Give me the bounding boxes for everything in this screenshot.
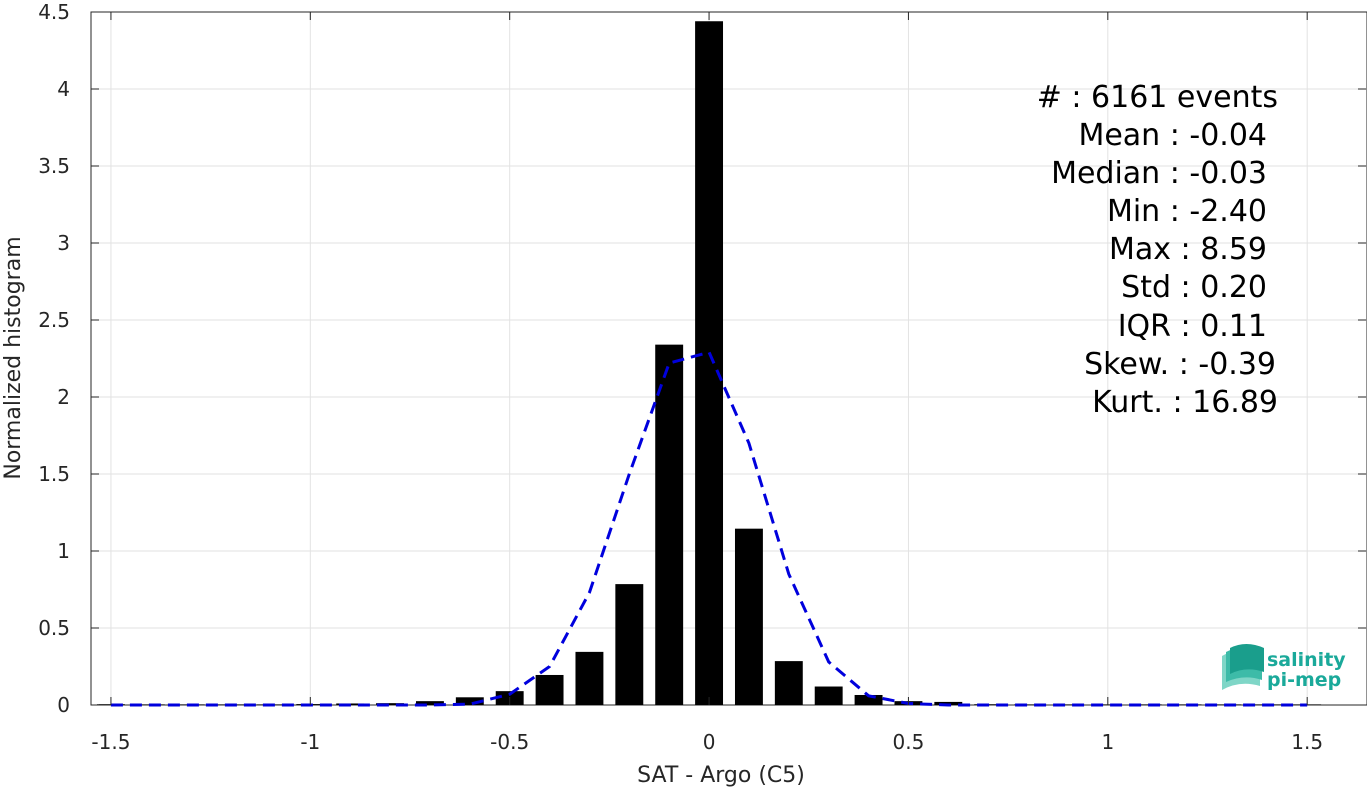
wave-logo-icon [1222,644,1264,690]
x-tick-label: 1.5 [1291,730,1323,754]
fit-curve-line [110,350,1308,707]
histogram-bar [455,697,484,705]
axis-ticks: -1.5 -1 -0.5 0 0.5 1 1.5 0 0.5 1 1.5 2 2.5 3 3.5 4 4.5 [38,0,1366,754]
y-tick-label: 3.5 [38,154,70,178]
y-tick-label: 1 [57,539,70,563]
histogram-bar [376,703,405,705]
histogram-bar [814,686,843,705]
stat-min: Min : -2.40 [1107,194,1267,229]
plot-frame [90,11,1367,706]
histogram-bar [535,674,564,705]
x-tick-label: -0.5 [490,730,529,754]
histogram-bar [615,584,644,705]
x-axis-label: SAT - Argo (C5) [637,763,805,787]
histogram-bar [1014,704,1043,705]
histogram-bar [854,694,883,705]
y-tick-label: 1.5 [38,462,70,486]
stats-box: # : 6161 events Mean : -0.04 Median : -0… [1037,80,1278,420]
stat-events: # : 6161 events [1037,80,1278,115]
y-tick-label: 0 [57,693,70,717]
histogram-bar [774,661,803,705]
salinity-pi-mep-logo: salinity pi-mep [1222,644,1346,691]
x-tick-label: -1.5 [91,730,130,754]
stat-mean: Mean : -0.04 [1078,118,1267,153]
histogram-bar [1053,704,1082,705]
y-axis-label: Normalized histogram [1,236,26,479]
histogram-bar [734,528,763,705]
y-tick-label: 2.5 [38,308,70,332]
stat-iqr: IQR : 0.11 [1118,309,1267,344]
histogram-bar [695,21,724,706]
y-tick-label: 4 [57,77,70,101]
y-tick-label: 0.5 [38,616,70,640]
x-tick-label: 1 [1101,730,1114,754]
histogram-bar [1133,704,1162,705]
stat-kurt: Kurt. : 16.89 [1092,385,1278,420]
y-tick-label: 2 [57,385,70,409]
stat-skew: Skew. : -0.39 [1084,347,1276,382]
x-tick-label: -1 [300,730,320,754]
histogram-bars [96,21,1322,706]
logo-line2: pi-mep [1267,669,1341,691]
x-tick-label: 0 [703,730,716,754]
histogram-bar [655,344,684,705]
histogram-bar [934,701,963,705]
stat-median: Median : -0.03 [1051,156,1267,191]
stat-std: Std : 0.20 [1121,270,1267,305]
logo-line1: salinity [1267,649,1346,671]
y-tick-label: 3 [57,231,70,255]
stat-max: Max : 8.59 [1109,232,1267,267]
y-tick-label: 4.5 [38,0,70,24]
x-tick-label: 0.5 [893,730,925,754]
histogram-bar [415,701,444,705]
histogram-bar [575,651,604,705]
